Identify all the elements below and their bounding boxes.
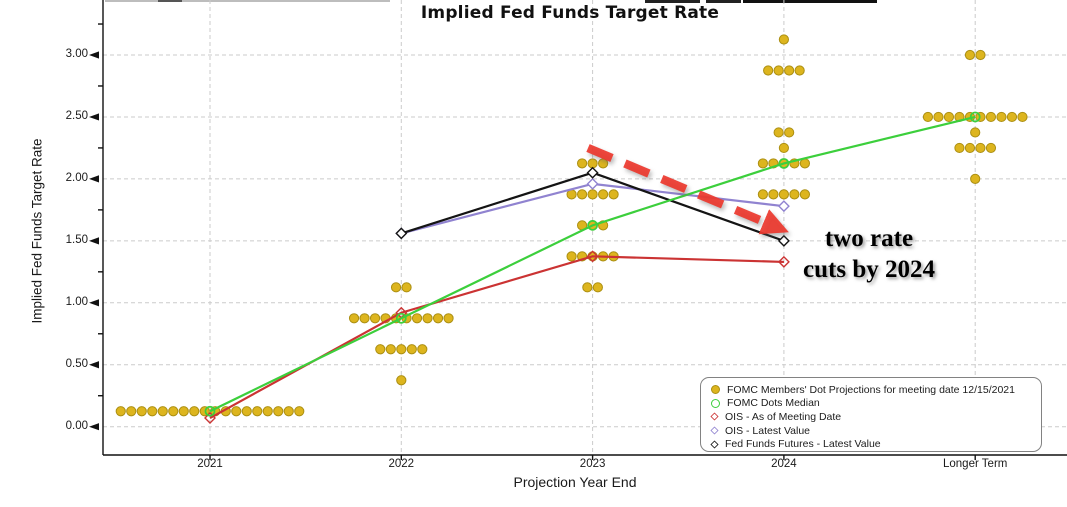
y-tick-label: 1.50 bbox=[65, 233, 88, 246]
legend-item: Fed Funds Futures - Latest Value bbox=[710, 437, 1035, 451]
annotation-line-2: cuts by 2024 bbox=[803, 256, 935, 283]
legend-diamond-icon bbox=[710, 440, 719, 449]
legend-item: FOMC Dots Median bbox=[711, 397, 1035, 411]
legend-item-label: FOMC Members' Dot Projections for meetin… bbox=[727, 383, 1015, 396]
legend-item-label: FOMC Dots Median bbox=[727, 397, 820, 410]
chart-title: Implied Fed Funds Target Rate bbox=[420, 3, 720, 23]
legend-item: OIS - Latest Value bbox=[710, 424, 1035, 438]
y-tick-label: 0.00 bbox=[65, 419, 88, 432]
legend-item-label: OIS - Latest Value bbox=[725, 424, 811, 437]
legend-diamond-icon bbox=[710, 412, 719, 422]
cropped-header-artifact bbox=[158, 0, 182, 2]
axes bbox=[89, 0, 1067, 460]
legend-diamond-icon bbox=[710, 426, 719, 435]
legend-item: OIS - As of Meeting Date bbox=[710, 410, 1035, 424]
series-fed-funds-futures-latest-value bbox=[395, 166, 790, 247]
cropped-header-artifact bbox=[105, 0, 390, 2]
x-axis-label: Projection Year End bbox=[513, 474, 637, 490]
x-tick-label: 2022 bbox=[388, 458, 415, 470]
x-tick-label: 2023 bbox=[579, 458, 606, 470]
cropped-header-artifact bbox=[706, 0, 741, 3]
y-tick-label: 2.50 bbox=[65, 109, 88, 122]
y-tick-label: 0.50 bbox=[65, 357, 88, 370]
chart-legend: FOMC Members' Dot Projections for meetin… bbox=[700, 377, 1042, 452]
legend-item-label: OIS - As of Meeting Date bbox=[725, 410, 842, 423]
x-tick-label: Longer Term bbox=[943, 458, 1008, 470]
legend-item: FOMC Members' Dot Projections for meetin… bbox=[711, 383, 1035, 397]
x-tick-label: 2024 bbox=[771, 458, 797, 470]
cropped-header-artifact bbox=[743, 0, 877, 3]
x-tick-label: 2021 bbox=[197, 458, 223, 470]
legend-item-label: Fed Funds Futures - Latest Value bbox=[725, 438, 881, 451]
legend-circle-icon bbox=[711, 398, 720, 408]
legend-gold-dot-icon bbox=[711, 385, 720, 395]
series-fomc-dots-median bbox=[204, 111, 981, 417]
annotation-line-1: two rate bbox=[824, 225, 914, 252]
y-tick-label: 2.00 bbox=[65, 171, 88, 184]
y-tick-label: 1.00 bbox=[65, 295, 88, 308]
y-tick-label: 3.00 bbox=[65, 48, 88, 60]
trend-arrow bbox=[586, 144, 789, 235]
cropped-header-artifact bbox=[645, 0, 700, 3]
annotation-text: two rate cuts by 2024 bbox=[764, 223, 974, 285]
